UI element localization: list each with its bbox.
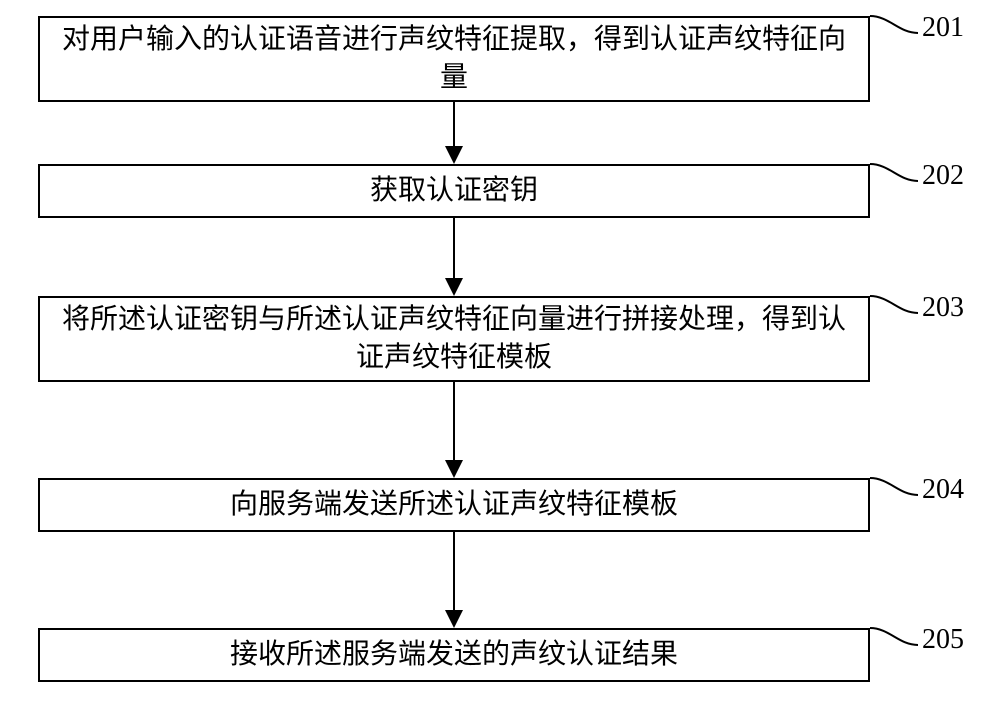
flowchart-canvas: 对用户输入的认证语音进行声纹特征提取，得到认证声纹特征向量 201 获取认证密钥 20… [0,0,1000,715]
flow-step-text: 将所述认证密钥与所述认证声纹特征向量进行拼接处理，得到认证声纹特征模板 [50,301,858,377]
flow-step-202: 获取认证密钥 [38,164,870,218]
arrow-head-203-204 [445,460,463,478]
flow-step-204: 向服务端发送所述认证声纹特征模板 [38,478,870,532]
leader-204 [868,476,920,497]
flow-step-label-202: 202 [922,160,964,192]
flow-step-label-201: 201 [922,12,964,44]
arrow-line-202-203 [453,218,455,278]
flow-step-label-205: 205 [922,624,964,656]
arrow-line-203-204 [453,382,455,460]
leader-205 [868,626,920,647]
arrow-head-201-202 [445,146,463,164]
leader-202 [868,162,920,183]
flow-step-205: 接收所述服务端发送的声纹认证结果 [38,628,870,682]
arrow-head-202-203 [445,278,463,296]
arrow-line-201-202 [453,102,455,146]
arrow-line-204-205 [453,532,455,610]
flow-step-text: 获取认证密钥 [370,172,538,210]
flow-step-201: 对用户输入的认证语音进行声纹特征提取，得到认证声纹特征向量 [38,16,870,102]
arrow-head-204-205 [445,610,463,628]
flow-step-text: 向服务端发送所述认证声纹特征模板 [230,486,678,524]
leader-203 [868,294,920,315]
flow-step-203: 将所述认证密钥与所述认证声纹特征向量进行拼接处理，得到认证声纹特征模板 [38,296,870,382]
flow-step-text: 对用户输入的认证语音进行声纹特征提取，得到认证声纹特征向量 [50,21,858,97]
leader-201 [868,14,920,35]
flow-step-label-203: 203 [922,292,964,324]
flow-step-label-204: 204 [922,474,964,506]
flow-step-text: 接收所述服务端发送的声纹认证结果 [230,636,678,674]
